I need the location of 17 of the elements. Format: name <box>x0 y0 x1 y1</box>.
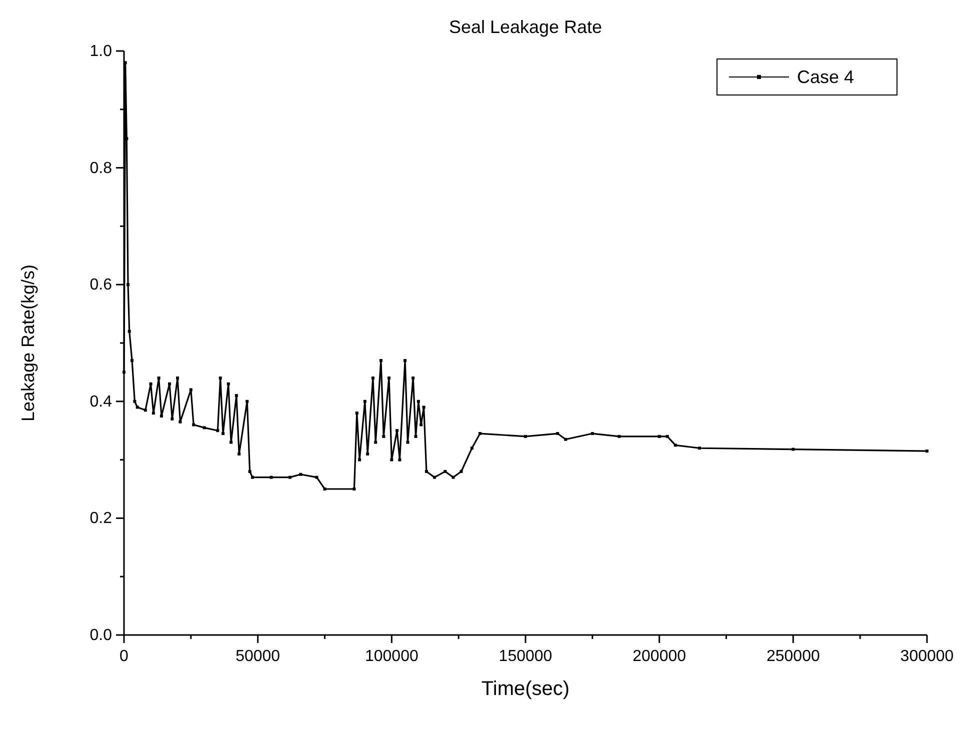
y-tick-label: 0.2 <box>90 510 112 528</box>
y-tick-label: 0.4 <box>90 393 112 410</box>
x-tick-label: 200000 <box>632 648 686 665</box>
x-tick-label: 250000 <box>766 648 820 665</box>
chart-title: Seal Leakage Rate <box>448 17 602 37</box>
y-tick-label: 1.0 <box>90 43 112 60</box>
y-tick-label: 0.6 <box>90 276 112 294</box>
y-axis-title: Leakage Rate(kg/s) <box>18 264 38 422</box>
x-tick-label: 50000 <box>236 648 280 665</box>
y-tick-label: 0.0 <box>90 627 112 644</box>
x-tick-label: 0 <box>120 648 129 665</box>
x-tick-label: 300000 <box>900 648 954 665</box>
y-tick-label: 0.8 <box>90 160 112 177</box>
legend-label: Case 4 <box>797 67 854 87</box>
x-axis-title: Time(sec) <box>481 678 570 700</box>
x-tick-label: 150000 <box>498 648 552 665</box>
x-tick-label: 100000 <box>364 648 418 665</box>
